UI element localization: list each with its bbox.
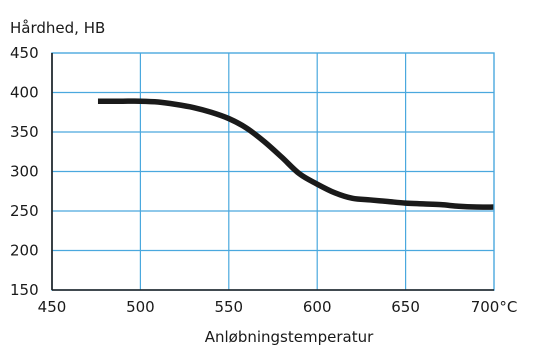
grid <box>52 53 494 290</box>
series-line-0 <box>97 98 495 210</box>
x-tick-label-700: 700°C <box>471 298 518 316</box>
x-tick-label-500: 500 <box>126 298 155 316</box>
y-tick-label-350: 350 <box>10 123 39 141</box>
x-tick-label-600: 600 <box>303 298 332 316</box>
axes <box>51 52 495 291</box>
series-layer <box>97 98 495 210</box>
x-axis-title: Anløbningstemperatur <box>205 328 374 345</box>
y-tick-label-200: 200 <box>10 242 39 260</box>
y-tick-label-400: 400 <box>10 84 39 102</box>
y-tick-label-450: 450 <box>10 44 39 62</box>
y-axis-title: Hårdhed, HB <box>10 19 105 37</box>
x-tick-label-550: 550 <box>214 298 243 316</box>
x-tick-label-450: 450 <box>38 298 67 316</box>
y-tick-label-300: 300 <box>10 163 39 181</box>
y-tick-label-250: 250 <box>10 202 39 220</box>
y-tick-label-150: 150 <box>10 281 39 299</box>
tick-labels: 450 500 550 600 650 700°C 150 200 250 300 350 400 45… <box>10 44 517 316</box>
x-tick-label-650: 650 <box>391 298 420 316</box>
